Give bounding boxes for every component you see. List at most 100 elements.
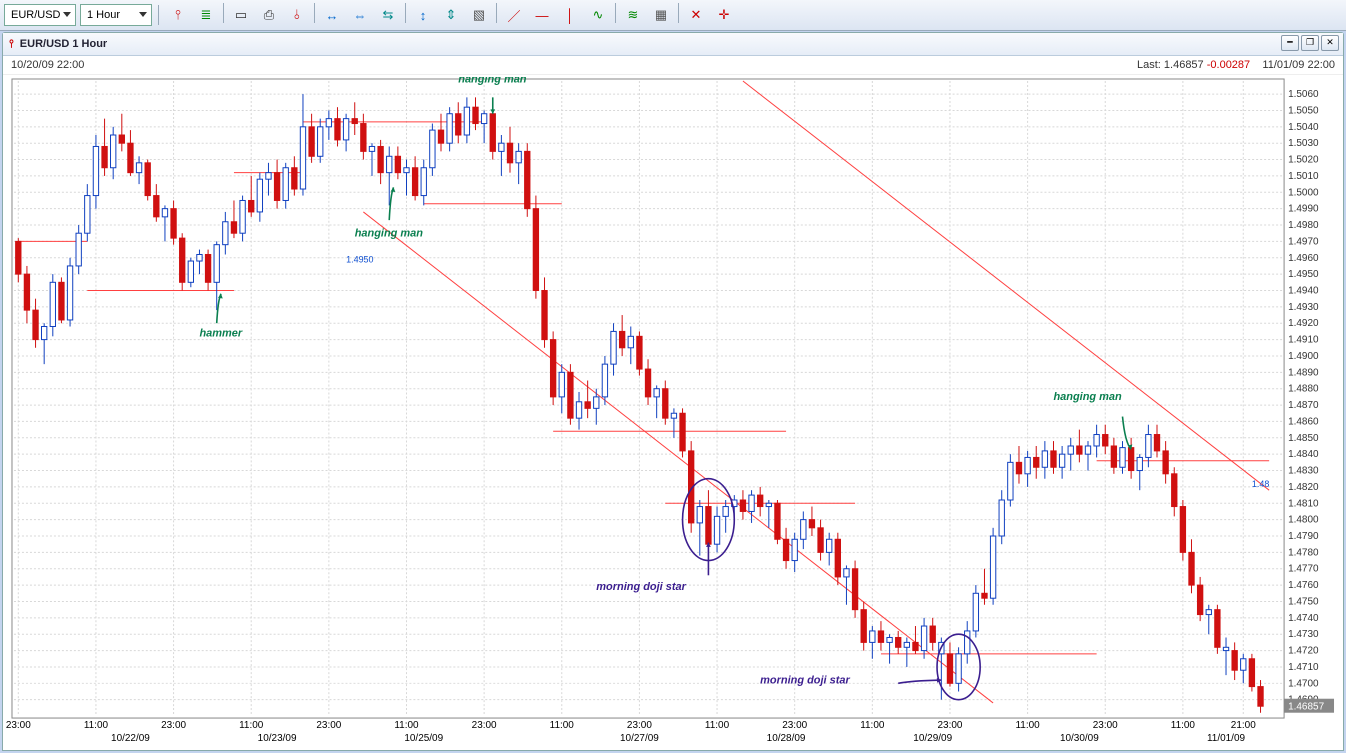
svg-text:11:00: 11:00 <box>705 720 730 731</box>
bars-icon[interactable]: ≣ <box>193 3 219 27</box>
svg-text:1.4950: 1.4950 <box>1288 269 1319 280</box>
candle-style-icon[interactable]: ⫰ <box>284 3 310 27</box>
price-change: -0.00287 <box>1207 59 1250 71</box>
svg-text:11:00: 11:00 <box>1171 720 1196 731</box>
svg-text:1.5020: 1.5020 <box>1288 155 1319 166</box>
svg-text:1.5040: 1.5040 <box>1288 122 1319 133</box>
svg-text:23:00: 23:00 <box>782 720 807 731</box>
svg-text:hanging man: hanging man <box>355 227 424 239</box>
trendline-icon[interactable]: ／ <box>501 3 527 27</box>
chart-end-timestamp: 11/01/09 22:00 <box>1262 59 1335 71</box>
horiz-line-icon[interactable]: — <box>529 3 555 27</box>
svg-text:10/30/09: 10/30/09 <box>1060 733 1099 744</box>
svg-text:1.4750: 1.4750 <box>1288 596 1319 607</box>
svg-text:11:00: 11:00 <box>550 720 575 731</box>
svg-text:1.48: 1.48 <box>1252 479 1269 489</box>
svg-text:11:00: 11:00 <box>1015 720 1040 731</box>
svg-text:1.4850: 1.4850 <box>1288 433 1319 444</box>
svg-text:1.4830: 1.4830 <box>1288 466 1319 477</box>
svg-text:1.5010: 1.5010 <box>1288 171 1319 182</box>
svg-text:1.4730: 1.4730 <box>1288 629 1319 640</box>
select-rect-icon[interactable]: ▧ <box>466 3 492 27</box>
svg-text:10/29/09: 10/29/09 <box>913 733 952 744</box>
window-restore-icon[interactable]: ❐ <box>1301 35 1319 51</box>
svg-text:1.4720: 1.4720 <box>1288 646 1319 657</box>
chart-titlebar: ⫯ EUR/USD 1 Hour ━ ❐ ✕ <box>3 33 1343 56</box>
svg-text:21:00: 21:00 <box>1231 720 1256 731</box>
toolbar-separator <box>158 5 159 25</box>
svg-text:1.4800: 1.4800 <box>1288 515 1319 526</box>
app-root: EUR/USD 1 Hour ⫯≣▭⎙⫰↔⇔⇆↕⇕▧／—│∿≋▦✕✛ ⫯ EUR… <box>0 0 1346 753</box>
svg-text:10/22/09: 10/22/09 <box>111 733 150 744</box>
interval-select[interactable]: 1 Hour <box>80 4 152 26</box>
window-close-icon[interactable]: ✕ <box>1321 35 1339 51</box>
svg-text:23:00: 23:00 <box>1093 720 1118 731</box>
candlestick-icon[interactable]: ⫯ <box>165 3 191 27</box>
chart-window-icon[interactable]: ▭ <box>228 3 254 27</box>
svg-text:1.4740: 1.4740 <box>1288 613 1319 624</box>
svg-text:10/28/09: 10/28/09 <box>767 733 806 744</box>
svg-text:1.4890: 1.4890 <box>1288 367 1319 378</box>
svg-text:1.5000: 1.5000 <box>1288 187 1319 198</box>
svg-text:1.4770: 1.4770 <box>1288 564 1319 575</box>
svg-text:10/25/09: 10/25/09 <box>404 733 443 744</box>
zoom-in-v-icon[interactable]: ⇕ <box>438 3 464 27</box>
chart-plot-area[interactable]: 1.50601.50501.50401.50301.50201.50101.50… <box>5 77 1341 748</box>
svg-text:1.4900: 1.4900 <box>1288 351 1319 362</box>
svg-text:1.4860: 1.4860 <box>1288 416 1319 427</box>
last-label: Last: <box>1137 59 1161 71</box>
chart-start-timestamp: 10/20/09 22:00 <box>11 59 84 71</box>
svg-text:hanging man: hanging man <box>1053 391 1122 403</box>
svg-text:1.4970: 1.4970 <box>1288 236 1319 247</box>
chart-window: ⫯ EUR/USD 1 Hour ━ ❐ ✕ 10/20/09 22:00 La… <box>2 32 1344 751</box>
fit-h-icon[interactable]: ⇆ <box>375 3 401 27</box>
svg-text:1.5030: 1.5030 <box>1288 138 1319 149</box>
svg-text:23:00: 23:00 <box>161 720 186 731</box>
svg-text:1.4920: 1.4920 <box>1288 318 1319 329</box>
svg-text:1.4930: 1.4930 <box>1288 302 1319 313</box>
svg-text:23:00: 23:00 <box>627 720 652 731</box>
svg-text:1.5050: 1.5050 <box>1288 105 1319 116</box>
chart-title: EUR/USD 1 Hour <box>20 38 107 50</box>
svg-text:hammer: hammer <box>199 327 242 339</box>
svg-text:morning doji star: morning doji star <box>760 674 850 686</box>
svg-text:11:00: 11:00 <box>239 720 264 731</box>
svg-text:23:00: 23:00 <box>472 720 497 731</box>
chart-infobar: 10/20/09 22:00 Last: 1.46857 -0.00287 11… <box>3 56 1343 75</box>
grid-icon[interactable]: ▦ <box>648 3 674 27</box>
print-icon[interactable]: ⎙ <box>256 3 282 27</box>
crosshair-icon[interactable]: ✛ <box>711 3 737 27</box>
candlestick-icon: ⫯ <box>9 38 14 51</box>
delete-icon[interactable]: ✕ <box>683 3 709 27</box>
candlestick-chart[interactable]: 1.50601.50501.50401.50301.50201.50101.50… <box>5 77 1341 748</box>
svg-text:1.4940: 1.4940 <box>1288 285 1319 296</box>
indicator-icon[interactable]: ∿ <box>585 3 611 27</box>
svg-text:1.4760: 1.4760 <box>1288 580 1319 591</box>
svg-text:10/27/09: 10/27/09 <box>620 733 659 744</box>
svg-text:1.4910: 1.4910 <box>1288 335 1319 346</box>
last-price: 1.46857 <box>1164 59 1204 71</box>
vert-line-icon[interactable]: │ <box>557 3 583 27</box>
svg-text:1.4710: 1.4710 <box>1288 662 1319 673</box>
study-icon[interactable]: ≋ <box>620 3 646 27</box>
svg-text:1.4840: 1.4840 <box>1288 449 1319 460</box>
symbol-select[interactable]: EUR/USD <box>4 4 76 26</box>
svg-text:11:00: 11:00 <box>394 720 419 731</box>
zoom-in-h-icon[interactable]: ⇔ <box>347 3 373 27</box>
svg-text:1.4810: 1.4810 <box>1288 498 1319 509</box>
svg-text:1.4950: 1.4950 <box>346 255 373 265</box>
svg-text:1.4790: 1.4790 <box>1288 531 1319 542</box>
window-minimize-icon[interactable]: ━ <box>1281 35 1299 51</box>
svg-text:11/01/09: 11/01/09 <box>1207 733 1246 744</box>
toolbar: EUR/USD 1 Hour ⫯≣ ▭⎙⫰ ↔⇔⇆ ↕⇕▧ ／—│∿ ≋▦ ✕✛ <box>0 0 1346 31</box>
svg-text:hanging man: hanging man <box>458 77 527 86</box>
svg-text:1.46857: 1.46857 <box>1288 702 1324 713</box>
svg-text:10/23/09: 10/23/09 <box>258 733 297 744</box>
svg-text:1.4990: 1.4990 <box>1288 204 1319 215</box>
svg-text:1.4780: 1.4780 <box>1288 547 1319 558</box>
svg-text:1.4980: 1.4980 <box>1288 220 1319 231</box>
zoom-out-h-icon[interactable]: ↔ <box>319 3 345 27</box>
svg-text:1.4870: 1.4870 <box>1288 400 1319 411</box>
svg-text:11:00: 11:00 <box>860 720 885 731</box>
zoom-out-v-icon[interactable]: ↕ <box>410 3 436 27</box>
